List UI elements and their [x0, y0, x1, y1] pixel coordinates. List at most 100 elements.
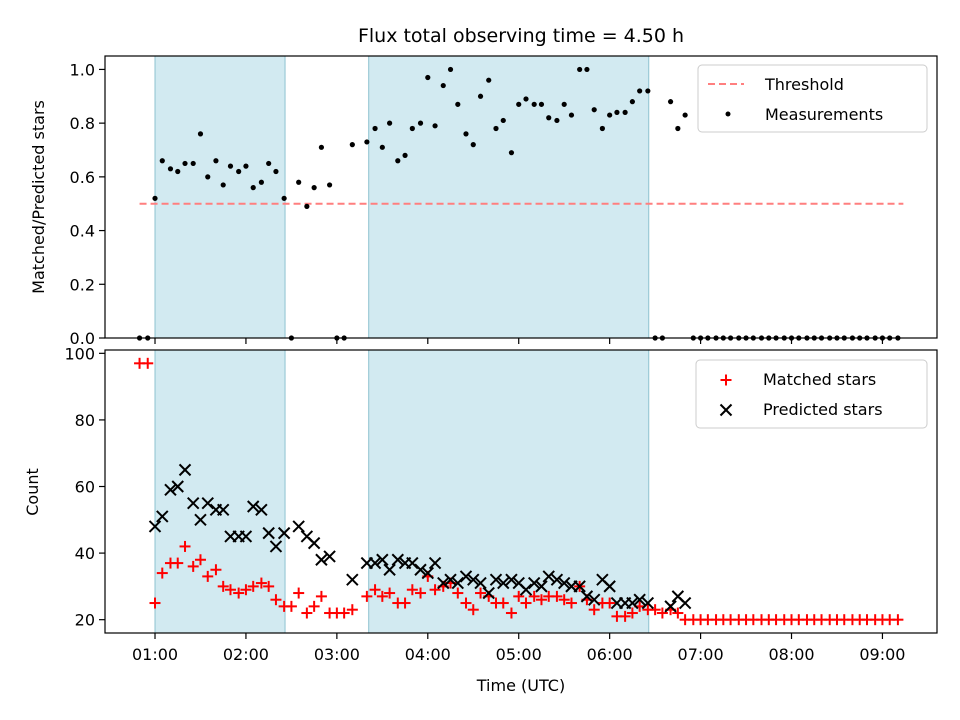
x-tick-label: 07:00: [678, 645, 724, 664]
matched-star-point: [202, 570, 214, 582]
predicted-star-point: [239, 530, 253, 543]
predicted-star-point: [148, 520, 162, 533]
measurement-point: [463, 131, 469, 137]
top-plot-frame: [104, 55, 938, 339]
bottom-legend-box: [695, 359, 928, 429]
predicted-star-point: [664, 600, 677, 613]
bottom-shaded-interval-0: [154, 349, 286, 634]
measurement-point: [167, 166, 174, 172]
matched-star-point: [399, 597, 411, 609]
matched-star-point: [497, 597, 509, 609]
top-shaded-interval-0: [154, 55, 286, 339]
predicted-stars-points: [148, 463, 692, 613]
measurement-point: [500, 117, 506, 124]
measurement-point: [447, 66, 454, 73]
predicted-star-point: [307, 536, 321, 550]
measurement-point: [243, 163, 249, 169]
measurement-point: [326, 182, 333, 188]
matched-star-point: [626, 607, 638, 619]
matched-star-point: [415, 587, 427, 599]
measurement-point: [311, 185, 317, 191]
measurement-point: [577, 66, 583, 73]
measurement-point: [213, 158, 219, 164]
measurement-point: [227, 163, 234, 169]
measurement-point: [675, 125, 681, 132]
measurement-point: [599, 125, 605, 132]
measurement-point: [395, 158, 401, 164]
x-axis-label: Time (UTC): [476, 676, 565, 695]
predicted-star-point: [580, 590, 594, 603]
predicted-star-point: [573, 580, 586, 593]
measurement-point: [236, 168, 242, 175]
matched-star-point: [224, 584, 236, 596]
legend-predicted-swatch: [719, 403, 733, 417]
predicted-star-point: [451, 576, 465, 590]
measurement-point: [258, 179, 264, 185]
measurement-point: [440, 82, 446, 89]
measurement-point: [591, 107, 597, 113]
predicted-star-point: [156, 510, 169, 523]
predicted-star-point: [292, 520, 305, 533]
matched-star-point: [142, 357, 154, 369]
matched-star-point: [384, 587, 396, 599]
matched-star-point: [172, 557, 184, 569]
measurement-point: [667, 99, 674, 105]
measurement-point: [637, 88, 643, 94]
matched-star-point: [255, 577, 267, 589]
bottom-legend: Matched stars Predicted stars: [695, 359, 928, 429]
predicted-star-point: [376, 553, 389, 566]
legend-measurements-swatch: [725, 111, 731, 117]
legend-matched-label: Matched stars: [763, 370, 876, 389]
matched-stars-points: [134, 357, 904, 626]
matched-star-point: [452, 587, 464, 599]
predicted-star-point: [633, 593, 646, 606]
predicted-star-point: [437, 576, 450, 590]
measurement-point: [296, 179, 302, 185]
matched-star-point: [156, 567, 168, 579]
measurement-point: [561, 101, 567, 107]
predicted-star-point: [626, 596, 639, 610]
measurement-point: [364, 139, 370, 145]
legend-measurements-label: Measurements: [765, 105, 883, 124]
measurement-point: [477, 93, 484, 99]
measurement-point: [197, 131, 204, 137]
measurement-point: [432, 123, 438, 129]
measurement-point: [379, 144, 385, 150]
predicted-star-point: [201, 496, 214, 510]
top-y-tick-label: 1.0: [70, 60, 95, 79]
measurement-point: [318, 144, 325, 150]
measurement-point: [281, 195, 287, 201]
matched-star-point: [194, 554, 206, 566]
measurement-point: [508, 150, 515, 156]
measurement-point: [304, 203, 310, 209]
predicted-star-point: [391, 553, 404, 566]
measurement-point: [516, 101, 522, 107]
top-y-axis-label: Matched/Predicted stars: [29, 100, 48, 294]
matched-star-point: [217, 580, 229, 592]
measurement-point: [568, 112, 575, 118]
predicted-star-point: [247, 500, 260, 513]
predicted-star-point: [467, 573, 480, 586]
matched-star-point: [263, 580, 275, 592]
predicted-star-point: [489, 573, 503, 586]
matched-star-point: [565, 597, 577, 609]
x-tick-label: 06:00: [587, 645, 633, 664]
x-tick-label: 02:00: [223, 645, 269, 664]
bottom-y-tick-label: 60: [75, 478, 95, 497]
bottom-y-tick-label: 40: [75, 544, 95, 563]
predicted-star-point: [428, 556, 442, 570]
matched-star-point: [460, 597, 472, 609]
matched-star-point: [406, 584, 418, 596]
matched-star-point: [551, 590, 563, 602]
measurement-point: [175, 168, 181, 175]
bottom-x-axis-ticks: 01:00 02:00 03:00 04:00 05:00 06:00 07:00 08:00…: [132, 633, 905, 664]
measurement-point: [493, 125, 499, 132]
matched-star-point: [233, 587, 245, 599]
matched-star-point: [528, 590, 540, 602]
matched-star-point: [210, 564, 222, 576]
matched-star-point: [520, 597, 532, 609]
matched-star-point: [429, 584, 441, 596]
measurement-point: [349, 142, 355, 148]
predicted-star-point: [474, 576, 487, 590]
legend-threshold-label: Threshold: [764, 75, 844, 94]
